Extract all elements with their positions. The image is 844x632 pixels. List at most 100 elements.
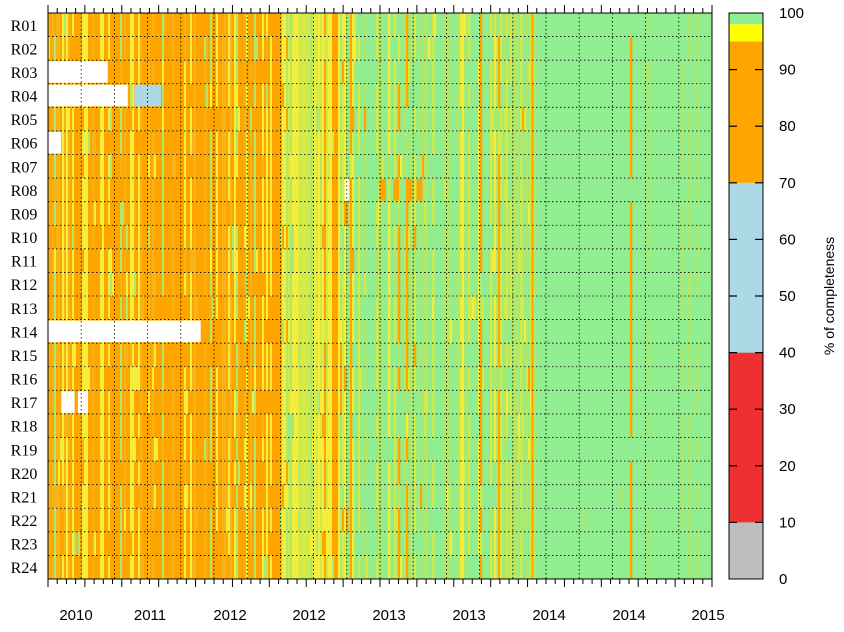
heatmap-cell — [246, 83, 249, 108]
heatmap-cell — [82, 343, 89, 368]
heatmap-cell — [48, 413, 51, 438]
heatmap-cell — [340, 130, 345, 155]
heatmap-cell — [184, 13, 187, 37]
heatmap-cell — [210, 343, 217, 368]
heatmap-cell — [682, 366, 685, 391]
heatmap-cell — [364, 413, 367, 438]
heatmap-cell — [506, 154, 509, 179]
heatmap-cell — [122, 484, 125, 509]
heatmap-cell — [480, 130, 483, 155]
heatmap-cell — [444, 248, 451, 273]
heatmap-cell — [352, 366, 355, 391]
heatmap-cell — [48, 343, 51, 368]
heatmap-cell — [94, 390, 101, 415]
heatmap-cell — [100, 272, 105, 297]
heatmap-cell — [222, 390, 227, 415]
heatmap-cell — [218, 154, 223, 179]
heatmap-cell — [194, 296, 197, 320]
heatmap-cell — [130, 36, 135, 61]
heatmap-cell — [500, 225, 503, 250]
heatmap-cell — [108, 555, 111, 580]
heatmap-cell — [196, 390, 205, 415]
heatmap-cell — [134, 36, 139, 61]
heatmap-cell — [244, 225, 249, 250]
heatmap-cell — [104, 484, 109, 509]
heatmap-cell — [510, 296, 513, 320]
heatmap-cell — [252, 248, 255, 273]
heatmap-cell — [266, 225, 269, 250]
heatmap-cell — [688, 531, 691, 556]
heatmap-cell — [270, 107, 273, 132]
heatmap-cell — [216, 178, 219, 202]
heatmap-cell — [268, 508, 271, 533]
heatmap-cell — [254, 60, 257, 85]
heatmap-cell — [364, 36, 367, 61]
heatmap-cell — [490, 201, 493, 226]
heatmap-cell — [520, 343, 523, 368]
heatmap-cell — [192, 484, 195, 509]
heatmap-cell — [244, 201, 247, 226]
heatmap-cell — [500, 484, 503, 509]
heatmap-cell — [326, 60, 329, 85]
heatmap-cell — [190, 154, 195, 179]
heatmap-cell — [510, 225, 513, 250]
heatmap-cell — [262, 130, 265, 155]
heatmap-cell — [316, 319, 321, 344]
heatmap-cell — [230, 83, 233, 108]
heatmap-cell — [134, 225, 139, 250]
heatmap-cell — [244, 437, 249, 462]
heatmap-cell — [326, 130, 329, 155]
heatmap-cell — [210, 248, 213, 273]
heatmap-cell — [314, 343, 317, 368]
heatmap-cell — [434, 13, 437, 37]
heatmap-cell — [320, 154, 323, 179]
heatmap-cell — [688, 272, 691, 297]
heatmap-cell — [48, 201, 51, 226]
heatmap-cell — [222, 248, 227, 273]
heatmap-cell — [410, 531, 413, 556]
heatmap-cell — [328, 484, 333, 509]
heatmap-cell — [496, 154, 499, 179]
heatmap-cell — [464, 343, 467, 368]
heatmap-cell — [88, 248, 93, 273]
heatmap-cell — [288, 154, 291, 179]
heatmap-cell — [696, 390, 699, 415]
heatmap-cell — [268, 36, 271, 61]
heatmap-cell — [294, 225, 299, 250]
heatmap-cell — [468, 154, 471, 179]
heatmap-cell — [216, 13, 219, 37]
heatmap-cell — [496, 130, 499, 155]
heatmap-cell — [688, 437, 691, 462]
heatmap-cell — [520, 83, 523, 108]
heatmap-cell — [108, 272, 111, 297]
heatmap-cell — [282, 555, 287, 580]
heatmap-cell — [460, 555, 465, 580]
heatmap-cell — [320, 555, 323, 580]
heatmap-cell — [498, 413, 501, 438]
heatmap-cell — [444, 13, 451, 37]
heatmap-cell — [332, 366, 339, 391]
heatmap-cell — [364, 201, 367, 226]
heatmap-cell — [410, 343, 413, 368]
heatmap-cell — [534, 555, 537, 580]
heatmap-cell — [82, 508, 89, 533]
heatmap-cell — [130, 531, 133, 556]
heatmap-cell — [206, 36, 209, 61]
heatmap-cell — [522, 296, 525, 320]
heatmap-cell — [52, 531, 55, 556]
heatmap-cell — [500, 13, 503, 37]
heatmap-cell — [328, 248, 333, 273]
heatmap-cell — [510, 130, 519, 155]
heatmap-cell — [218, 366, 223, 391]
heatmap-cell — [378, 531, 383, 556]
heatmap-cell — [312, 83, 315, 108]
heatmap-cell — [504, 154, 507, 179]
heatmap-cell — [286, 248, 289, 273]
heatmap-cell — [108, 13, 111, 37]
heatmap-cell — [512, 390, 519, 415]
heatmap-cell — [512, 60, 519, 85]
heatmap-cell — [420, 36, 423, 61]
heatmap-cell — [460, 201, 465, 226]
heatmap-cell — [218, 130, 223, 155]
heatmap-cell — [460, 225, 465, 250]
